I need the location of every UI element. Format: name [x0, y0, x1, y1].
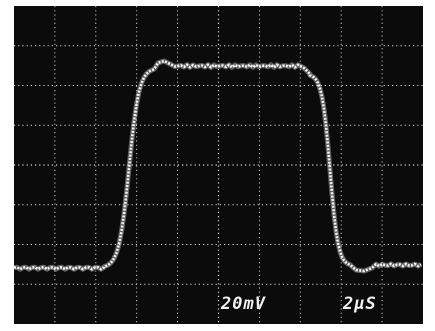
screen-background	[14, 6, 423, 324]
waveform-trace	[13, 58, 423, 274]
time-per-div-label: 2µS	[342, 294, 377, 314]
graticule-grid	[14, 6, 423, 324]
volts-per-div-label: 20mV	[220, 294, 266, 314]
trace-line	[13, 59, 422, 273]
